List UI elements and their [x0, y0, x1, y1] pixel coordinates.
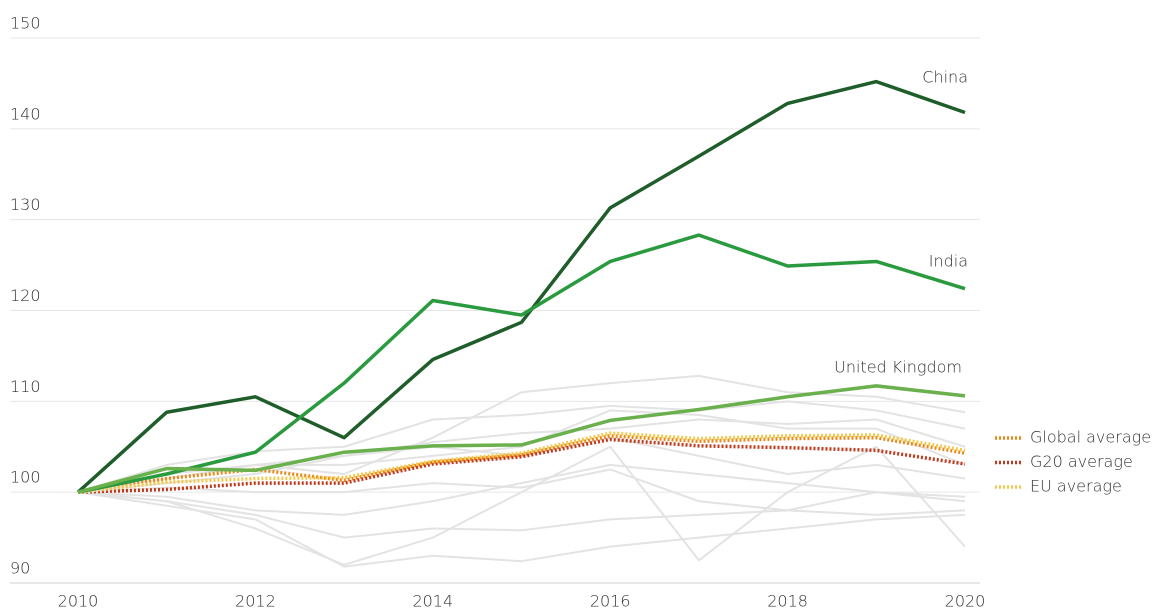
y-tick-label: 150	[10, 14, 41, 33]
x-tick-label: 2012	[235, 592, 276, 611]
line-series	[77, 418, 966, 494]
line-series	[77, 437, 966, 494]
line-series	[77, 384, 966, 494]
series-label: United Kingdom	[834, 358, 962, 377]
x-tick-label: 2020	[945, 592, 986, 611]
x-tick-label: 2010	[58, 592, 99, 611]
legend-label: G20 average	[1030, 452, 1133, 471]
x-tick-label: 2014	[412, 592, 453, 611]
legend-label: Global average	[1030, 428, 1151, 447]
y-tick-label: 90	[10, 559, 30, 578]
line-series	[77, 431, 966, 494]
x-tick-label: 2018	[767, 592, 808, 611]
x-tick-label: 2016	[590, 592, 631, 611]
series-label: China	[922, 68, 968, 87]
line-series	[77, 233, 966, 494]
line-series	[77, 436, 966, 494]
y-tick-label: 140	[10, 104, 41, 123]
y-tick-label: 110	[10, 377, 41, 396]
line-series	[77, 491, 966, 539]
line-series	[77, 434, 966, 494]
line-series	[77, 445, 966, 566]
series-label: India	[929, 252, 968, 271]
y-tick-label: 120	[10, 286, 41, 305]
line-series	[77, 491, 966, 568]
line-series	[76, 79, 966, 494]
line-series	[77, 468, 966, 516]
y-tick-label: 130	[10, 195, 41, 214]
line-series	[77, 463, 966, 516]
line-series	[77, 400, 966, 494]
y-tick-label: 100	[10, 468, 41, 487]
legend-label: EU average	[1030, 477, 1122, 496]
